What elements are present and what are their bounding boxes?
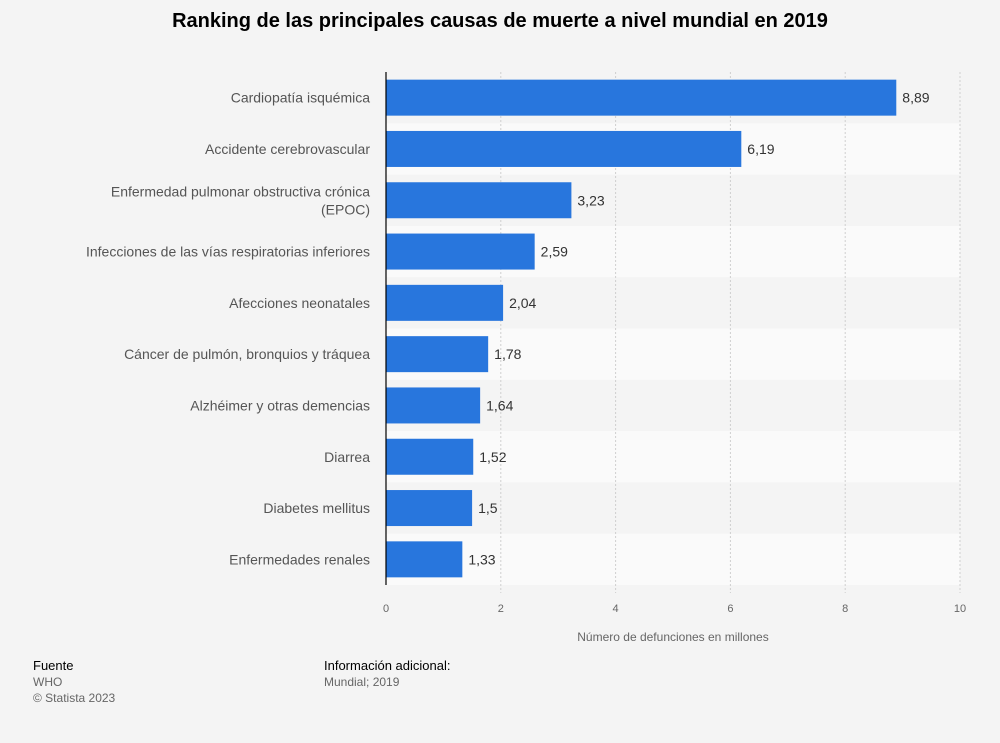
category-label: Cardiopatía isquémica <box>231 90 371 106</box>
x-tick-label: 10 <box>954 603 966 615</box>
bar <box>386 541 463 578</box>
x-tick-label: 0 <box>383 603 389 615</box>
value-label: 3,23 <box>577 192 604 208</box>
category-label: Diarrea <box>324 449 370 465</box>
bar <box>386 130 742 167</box>
bar <box>386 233 535 270</box>
x-axis-title: Número de defunciones en millones <box>577 630 768 644</box>
category-label: Enfermedad pulmonar obstructiva crónica(… <box>111 183 370 217</box>
info-heading: Información adicional: <box>324 658 451 673</box>
value-label: 1,64 <box>486 397 513 413</box>
value-label: 1,33 <box>468 551 495 567</box>
category-label: Diabetes mellitus <box>263 500 370 516</box>
category-label: Enfermedades renales <box>229 551 370 567</box>
copyright: © Statista 2023 <box>33 691 116 705</box>
row-band <box>386 533 960 585</box>
category-label: Alzhéimer y otras demencias <box>190 397 370 413</box>
category-label: Infecciones de las vías respiratorias in… <box>86 244 370 260</box>
source-heading: Fuente <box>33 658 74 673</box>
source-block: Fuente WHO © Statista 2023 <box>33 658 115 706</box>
value-label: 8,89 <box>902 90 929 106</box>
info-block: Información adicional: Mundial; 2019 <box>324 658 450 690</box>
value-label: 2,59 <box>541 244 568 260</box>
x-tick-label: 2 <box>498 603 504 615</box>
value-label: 1,78 <box>494 346 521 362</box>
value-label: 6,19 <box>747 141 774 157</box>
category-label: Accidente cerebrovascular <box>205 141 370 157</box>
x-tick-label: 4 <box>613 603 619 615</box>
bar <box>386 336 489 373</box>
value-label: 2,04 <box>509 295 536 311</box>
bar <box>386 284 504 321</box>
source-name: WHO <box>33 675 63 689</box>
x-tick-label: 6 <box>727 603 733 615</box>
x-tick-label: 8 <box>842 603 848 615</box>
row-band <box>386 431 960 483</box>
bar <box>386 182 572 219</box>
bar <box>386 490 473 527</box>
bar <box>386 79 897 116</box>
category-label: Cáncer de pulmón, bronquios y tráquea <box>124 346 370 362</box>
bar <box>386 438 474 475</box>
value-label: 1,52 <box>479 449 506 465</box>
bar <box>386 387 481 424</box>
bar-chart: 0 2 4 6 8 10 8,89 Cardiopatía isquémica 6,19 Acci… <box>86 72 966 644</box>
value-label: 1,5 <box>478 500 498 516</box>
info-text: Mundial; 2019 <box>324 675 400 689</box>
chart-title: Ranking de las principales causas de mue… <box>172 10 828 32</box>
category-label: Afecciones neonatales <box>229 295 370 311</box>
